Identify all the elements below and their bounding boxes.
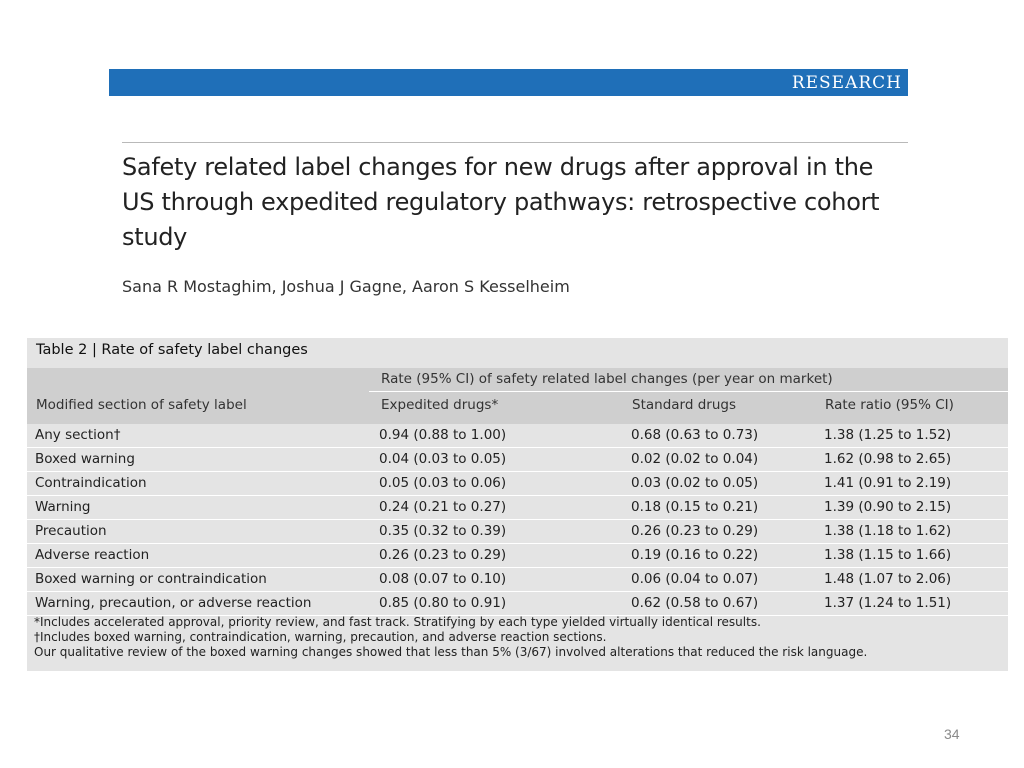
row-label: Any section† — [35, 427, 121, 443]
column-header-rate-ratio: Rate ratio (95% CI) — [825, 397, 954, 413]
rate-ratio-value: 1.48 (1.07 to 2.06) — [824, 571, 952, 587]
table-row: Boxed warning or contraindication 0.08 (… — [27, 568, 1008, 592]
table-row: Any section† 0.94 (0.88 to 1.00) 0.68 (0… — [27, 424, 1008, 448]
research-banner: RESEARCH — [109, 69, 908, 96]
table-row: Warning, precaution, or adverse reaction… — [27, 592, 1008, 616]
standard-value: 0.02 (0.02 to 0.04) — [631, 451, 759, 467]
rate-ratio-value: 1.41 (0.91 to 2.19) — [824, 475, 952, 491]
results-table: Table 2 | Rate of safety label changes R… — [27, 338, 1008, 671]
expedited-value: 0.24 (0.21 to 0.27) — [379, 499, 507, 515]
standard-value: 0.18 (0.15 to 0.21) — [631, 499, 759, 515]
table-row: Precaution 0.35 (0.32 to 0.39) 0.26 (0.2… — [27, 520, 1008, 544]
table-footnotes: *Includes accelerated approval, priority… — [34, 615, 867, 660]
expedited-value: 0.26 (0.23 to 0.29) — [379, 547, 507, 563]
standard-value: 0.03 (0.02 to 0.05) — [631, 475, 759, 491]
title-divider — [122, 142, 908, 143]
standard-value: 0.19 (0.16 to 0.22) — [631, 547, 759, 563]
standard-value: 0.26 (0.23 to 0.29) — [631, 523, 759, 539]
table-row: Contraindication 0.05 (0.03 to 0.06) 0.0… — [27, 472, 1008, 496]
rate-ratio-value: 1.62 (0.98 to 2.65) — [824, 451, 952, 467]
header-divider — [369, 391, 1008, 392]
rate-ratio-value: 1.39 (0.90 to 2.15) — [824, 499, 952, 515]
footnote-qualitative-review: Our qualitative review of the boxed warn… — [34, 645, 868, 659]
expedited-value: 0.04 (0.03 to 0.05) — [379, 451, 507, 467]
expedited-value: 0.35 (0.32 to 0.39) — [379, 523, 507, 539]
row-label: Boxed warning or contraindication — [35, 571, 267, 587]
standard-value: 0.06 (0.04 to 0.07) — [631, 571, 759, 587]
row-label: Warning, precaution, or adverse reaction — [35, 595, 312, 611]
expedited-value: 0.05 (0.03 to 0.06) — [379, 475, 507, 491]
row-label: Contraindication — [35, 475, 147, 491]
standard-value: 0.68 (0.63 to 0.73) — [631, 427, 759, 443]
column-header-section: Modified section of safety label — [36, 397, 247, 413]
column-header-standard: Standard drugs — [632, 397, 736, 413]
footnote-any-section: †Includes boxed warning, contraindicatio… — [34, 630, 607, 644]
rate-ratio-value: 1.38 (1.18 to 1.62) — [824, 523, 952, 539]
table-header-band — [27, 368, 1008, 424]
article-title: Safety related label changes for new dru… — [122, 153, 880, 251]
spanning-header: Rate (95% CI) of safety related label ch… — [381, 371, 833, 387]
column-header-expedited: Expedited drugs* — [381, 397, 499, 413]
expedited-value: 0.08 (0.07 to 0.10) — [379, 571, 507, 587]
expedited-value: 0.85 (0.80 to 0.91) — [379, 595, 507, 611]
row-label: Warning — [35, 499, 91, 515]
footnote-expedited: *Includes accelerated approval, priority… — [34, 615, 761, 629]
row-label: Precaution — [35, 523, 107, 539]
table-row: Boxed warning 0.04 (0.03 to 0.05) 0.02 (… — [27, 448, 1008, 472]
rate-ratio-value: 1.37 (1.24 to 1.51) — [824, 595, 952, 611]
rate-ratio-value: 1.38 (1.15 to 1.66) — [824, 547, 952, 563]
expedited-value: 0.94 (0.88 to 1.00) — [379, 427, 507, 443]
table-caption: Table 2 | Rate of safety label changes — [36, 342, 308, 358]
section-label: RESEARCH — [787, 73, 902, 93]
row-label: Boxed warning — [35, 451, 135, 467]
rate-ratio-value: 1.38 (1.25 to 1.52) — [824, 427, 952, 443]
row-label: Adverse reaction — [35, 547, 150, 563]
article-authors: Sana R Mostaghim, Joshua J Gagne, Aaron … — [122, 277, 570, 296]
table-row: Warning 0.24 (0.21 to 0.27) 0.18 (0.15 t… — [27, 496, 1008, 520]
slide-page-number: 34 — [944, 726, 960, 742]
table-row: Adverse reaction 0.26 (0.23 to 0.29) 0.1… — [27, 544, 1008, 568]
standard-value: 0.62 (0.58 to 0.67) — [631, 595, 759, 611]
table-body: Any section† 0.94 (0.88 to 1.00) 0.68 (0… — [27, 424, 1008, 616]
